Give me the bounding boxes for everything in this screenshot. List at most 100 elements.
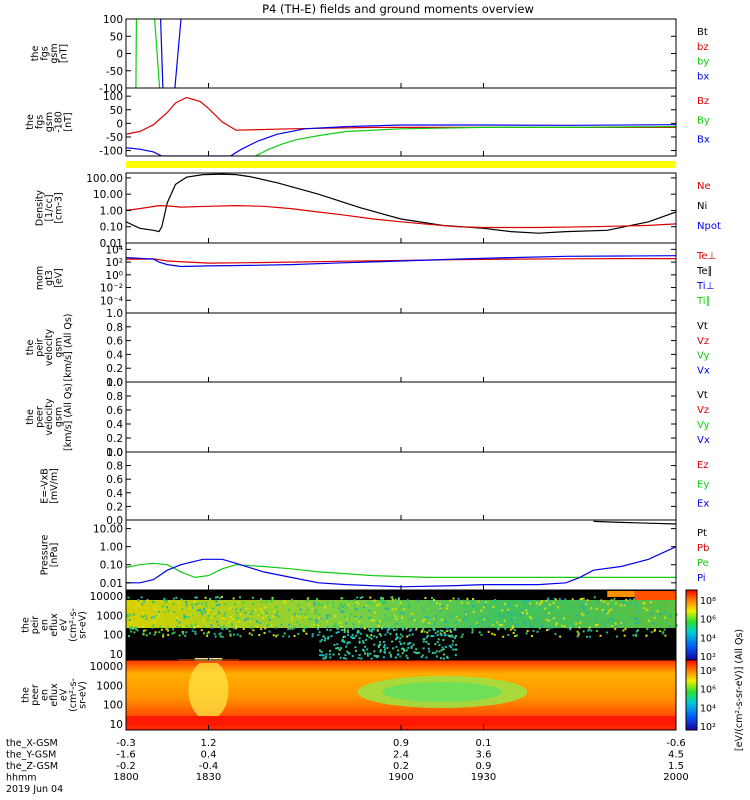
- spectrogram-cell: [538, 626, 541, 629]
- spectrogram-cell: [669, 615, 672, 618]
- spectrogram-cell: [591, 614, 594, 617]
- electron-spectrogram: [125, 658, 677, 731]
- spectrogram-cell: [632, 598, 635, 601]
- spectrogram-cell: [633, 603, 636, 606]
- spectrogram-cell: [356, 618, 359, 621]
- spectrogram-cell: [145, 634, 148, 637]
- spectrogram-cell: [232, 597, 235, 600]
- spectrogram-cell: [158, 631, 161, 634]
- spectrogram-cell: [306, 600, 309, 603]
- y-axis-label-line: mom: [35, 266, 46, 290]
- spectrogram-cell: [379, 634, 382, 637]
- spectrogram-cell: [333, 614, 336, 617]
- spectrogram-cell: [127, 615, 130, 618]
- y-tick-label: 1.0: [106, 447, 123, 459]
- spectrogram-cell: [394, 656, 397, 659]
- spectrogram-cell: [276, 611, 279, 614]
- spectrogram-cell: [343, 630, 346, 633]
- spectrogram-cell: [171, 632, 174, 635]
- spectrogram-cell: [440, 615, 443, 618]
- spectrogram-cell: [258, 633, 261, 636]
- spectrogram-cell: [547, 612, 550, 615]
- spectrogram-cell: [196, 624, 199, 627]
- y-tick-label: 0.0: [106, 515, 123, 527]
- spectrogram-cell: [273, 610, 276, 613]
- spectrogram-cell: [398, 619, 401, 622]
- spectrogram-cell: [379, 641, 382, 644]
- spectrogram-cell: [603, 608, 606, 611]
- spectrogram-cell: [268, 630, 271, 633]
- spectrogram-cell: [438, 644, 441, 647]
- spectrogram-cell: [458, 619, 461, 622]
- spectrogram-cell: [202, 632, 205, 635]
- spectrogram-cell: [418, 651, 421, 654]
- spectrogram-cell: [608, 617, 611, 620]
- spectrogram-cell: [481, 616, 484, 619]
- spectrogram-cell: [346, 617, 349, 620]
- legend-entry: Pt: [697, 528, 707, 539]
- spectrogram-cell: [634, 613, 637, 616]
- spectrogram-patch: [607, 591, 635, 597]
- spectrogram-cell: [167, 609, 170, 612]
- position-value: 1.5: [668, 761, 684, 772]
- y-axis-label-line: fgs: [39, 46, 50, 60]
- spectrogram-cell: [154, 631, 157, 634]
- spectrogram-cell: [181, 630, 184, 633]
- position-value: 0.2: [393, 761, 409, 772]
- spectrogram-cell: [299, 616, 302, 619]
- spectrogram-cell: [234, 608, 237, 611]
- spectrogram-cell: [251, 596, 254, 599]
- spectrogram-cell: [404, 626, 407, 629]
- spectrogram-cell: [195, 596, 198, 599]
- spectrogram-cell: [575, 614, 578, 617]
- y-tick-label: 0.10: [100, 560, 123, 572]
- spectrogram-cell: [370, 637, 373, 640]
- spectrogram-cell: [197, 602, 200, 605]
- y-tick-label: 0.2: [106, 501, 123, 513]
- spectrogram-cell: [318, 616, 321, 619]
- spectrogram-cell: [606, 602, 609, 605]
- spectrogram-cell: [584, 603, 587, 606]
- spectrogram-cell: [670, 614, 673, 617]
- spectrogram-cell: [291, 598, 294, 601]
- spectrogram-cell: [218, 611, 221, 614]
- spectrogram-cell: [625, 598, 628, 601]
- spectrogram-cell: [514, 623, 517, 626]
- spectrogram-cell: [559, 622, 562, 625]
- spectrogram-cell: [647, 619, 650, 622]
- spectrogram-cell: [600, 599, 603, 602]
- spectrogram-cell: [151, 600, 154, 603]
- spectrogram-cell: [322, 657, 325, 660]
- spectrogram-cell: [368, 609, 371, 612]
- spectrogram-cell: [650, 612, 653, 615]
- spectrogram-cell: [370, 630, 373, 633]
- y-tick-label: 0.2: [106, 433, 123, 445]
- y-tick-label: 10⁰: [105, 270, 123, 282]
- spectrogram-cell: [558, 609, 561, 612]
- spectrogram-cell: [344, 654, 347, 657]
- spectrogram-cell: [238, 596, 241, 599]
- spectrogram-cell: [547, 597, 550, 600]
- spectrogram-cell: [159, 625, 162, 628]
- spectrogram-cell: [448, 622, 451, 625]
- spectrogram-cell: [661, 623, 664, 626]
- spectrogram-cell: [341, 597, 344, 600]
- time-tick-label: 1830: [196, 772, 221, 783]
- spectrogram-cell: [529, 602, 532, 605]
- spectrogram-cell: [650, 631, 653, 634]
- spectrogram-cell: [259, 622, 262, 625]
- spectrogram-cell: [568, 628, 571, 631]
- spectrogram-cell: [232, 617, 235, 620]
- spectrogram-cell: [351, 633, 354, 636]
- spectrogram-cell: [207, 615, 210, 618]
- spectrogram-cell: [403, 649, 406, 652]
- y-axis-label-line: gsm: [44, 112, 55, 132]
- spectrogram-cell: [261, 612, 264, 615]
- spectrogram-cell: [160, 628, 163, 631]
- spectrogram-cell: [335, 631, 338, 634]
- spectrogram-cell: [372, 619, 375, 622]
- spectrogram-cell: [364, 645, 367, 648]
- spectrogram-cell: [251, 633, 254, 636]
- spectrogram-cell: [653, 622, 656, 625]
